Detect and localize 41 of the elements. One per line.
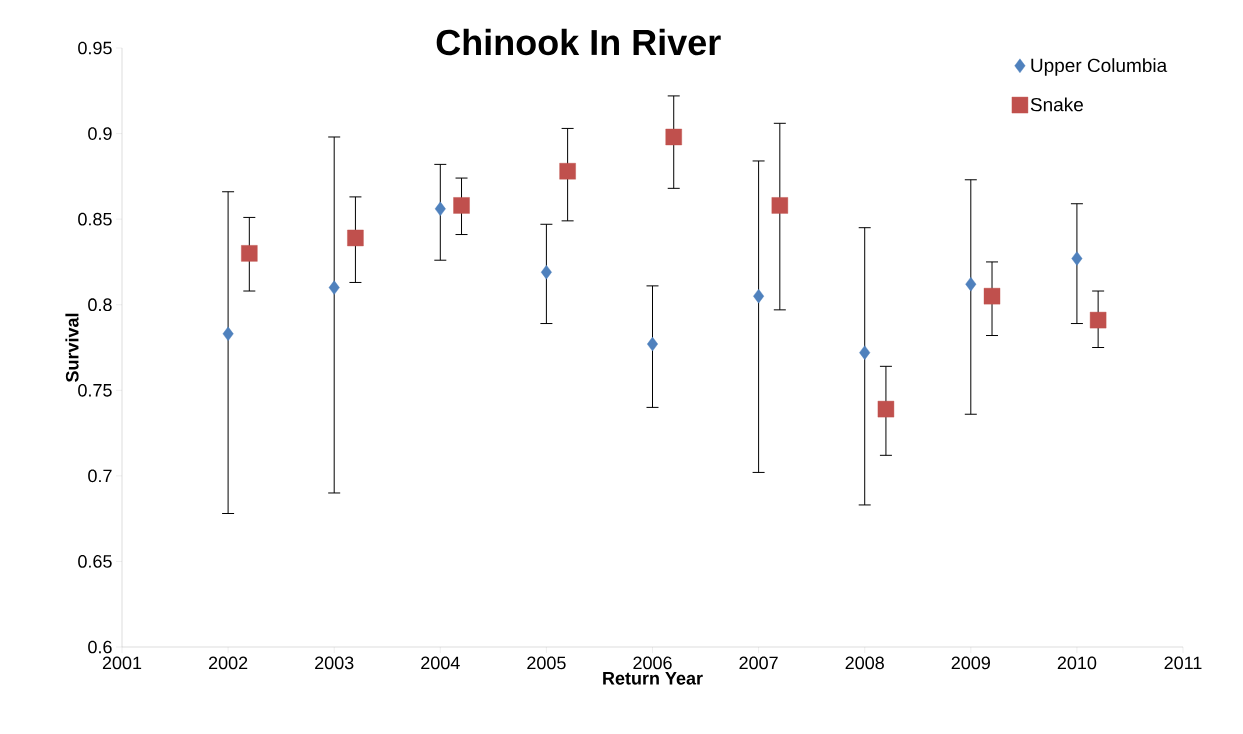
y-tick-label: 0.95 bbox=[78, 41, 112, 55]
y-tick-label: 0.6 bbox=[88, 640, 112, 654]
x-tick-label: 2011 bbox=[1164, 656, 1202, 670]
y-axis-title: Survival bbox=[65, 313, 79, 382]
x-tick-label: 2004 bbox=[421, 656, 460, 670]
x-tick-label: 2008 bbox=[845, 656, 884, 670]
point bbox=[222, 326, 234, 342]
x-tick-label: 2005 bbox=[527, 656, 566, 670]
y-tick-label: 0.9 bbox=[88, 127, 112, 140]
chart-title: Chinook In River bbox=[436, 28, 721, 56]
point bbox=[753, 288, 765, 304]
legend-label: Upper Columbia bbox=[1031, 58, 1168, 76]
point bbox=[559, 163, 576, 180]
x-tick-label: 2006 bbox=[633, 656, 672, 670]
point bbox=[347, 229, 364, 247]
point bbox=[665, 128, 682, 146]
point bbox=[859, 345, 871, 360]
point bbox=[434, 201, 446, 217]
y-tick-label: 0.7 bbox=[88, 469, 112, 483]
point bbox=[983, 287, 1001, 305]
y-tick-label: 0.65 bbox=[78, 555, 112, 568]
legend-label: Snake bbox=[1030, 97, 1083, 112]
x-tick-label: 2007 bbox=[739, 656, 778, 670]
point bbox=[540, 265, 552, 280]
point bbox=[241, 245, 258, 262]
point bbox=[328, 280, 340, 295]
x-axis-title: Return Year bbox=[603, 672, 703, 685]
y-tick-label: 0.8 bbox=[88, 298, 112, 312]
x-tick-label: 2002 bbox=[208, 656, 248, 670]
x-tick-label: 2003 bbox=[315, 656, 354, 670]
y-tick-label: 0.75 bbox=[78, 383, 112, 397]
point bbox=[771, 197, 789, 214]
x-tick-label: 2010 bbox=[1057, 656, 1097, 670]
x-tick-label: 2009 bbox=[951, 656, 990, 670]
y-tick-label: 0.85 bbox=[78, 212, 112, 226]
point bbox=[1089, 311, 1107, 329]
point bbox=[1071, 251, 1083, 266]
point bbox=[965, 276, 977, 292]
point bbox=[877, 400, 895, 418]
point bbox=[453, 197, 470, 214]
x-tick-label: 2001 bbox=[102, 656, 142, 670]
